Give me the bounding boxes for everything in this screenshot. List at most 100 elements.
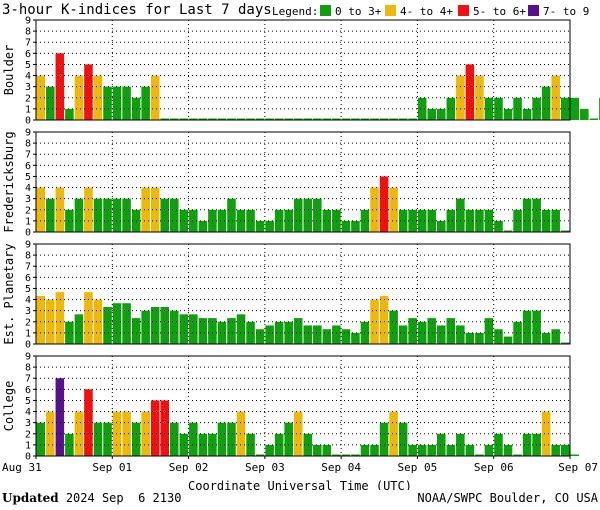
k-index-bar <box>36 295 46 344</box>
k-index-bar <box>417 209 427 232</box>
k-index-bar <box>160 118 169 120</box>
k-index-bar <box>93 299 103 344</box>
k-index-bar <box>131 422 141 456</box>
k-index-bar <box>189 422 198 456</box>
k-index-bar <box>55 187 65 232</box>
k-index-bar <box>475 454 484 456</box>
k-index-bar <box>198 318 208 344</box>
k-index-bar <box>332 118 341 120</box>
k-index-bar <box>198 118 208 120</box>
x-tick-label: Sep 07 <box>558 461 598 474</box>
k-index-bar <box>341 220 351 232</box>
y-tick-label: 9 <box>25 128 31 139</box>
k-index-bar <box>265 325 274 344</box>
panel-name: Boulder <box>2 45 16 96</box>
k-index-bar <box>293 318 303 344</box>
k-index-bar <box>351 220 360 232</box>
y-tick-label: 6 <box>25 273 31 284</box>
k-index-bar <box>65 108 74 120</box>
x-axis: Aug 31 Sep 01 Sep 02 Sep 03 Sep 04 Sep 05 Sep … <box>2 456 598 474</box>
k-index-bar <box>465 209 475 232</box>
k-index-bar <box>55 53 65 120</box>
bar-series <box>36 292 570 344</box>
k-index-bar <box>389 411 398 456</box>
k-index-bar <box>313 118 322 120</box>
k-index-bar <box>456 198 465 232</box>
k-index-bar <box>46 411 55 456</box>
k-index-bar <box>112 198 122 232</box>
grid <box>36 20 570 120</box>
x-tick-label: Aug 31 <box>2 461 42 474</box>
k-index-bar <box>427 108 436 120</box>
k-index-bar <box>274 321 284 344</box>
k-index-bar <box>503 336 513 344</box>
k-index-bar <box>46 299 55 344</box>
k-index-bar <box>141 86 150 120</box>
k-index-bar <box>570 454 580 456</box>
k-index-bar <box>494 220 503 232</box>
k-index-bar <box>274 118 284 120</box>
k-index-bar <box>465 332 475 344</box>
k-index-bar <box>475 209 484 232</box>
k-index-bar <box>360 118 370 120</box>
k-index-bar <box>160 198 169 232</box>
k-index-bar <box>217 209 227 232</box>
k-index-bar <box>322 209 332 232</box>
k-index-bar <box>103 86 112 120</box>
k-index-bar <box>589 118 599 120</box>
y-tick-label: 7 <box>25 38 31 49</box>
y-tick-label: 6 <box>25 49 31 60</box>
k-index-bar <box>408 318 417 344</box>
k-index-bar <box>170 422 179 456</box>
k-index-bar <box>208 118 217 120</box>
k-index-bar <box>65 433 74 456</box>
chart-title: 3-hour K-indices for Last 7 days <box>2 2 272 18</box>
k-index-bar <box>494 329 503 344</box>
k-index-bar <box>351 332 360 344</box>
y-tick-label: 6 <box>25 161 31 172</box>
k-index-bar <box>494 97 503 120</box>
k-index-bar <box>389 310 398 344</box>
panel-name: College <box>2 381 16 432</box>
k-index-bar <box>532 198 541 232</box>
k-index-bar <box>255 220 265 232</box>
k-index-bar <box>303 325 313 344</box>
y-tick-label: 2 <box>25 429 31 440</box>
k-index-bar <box>255 118 265 120</box>
k-index-bar <box>313 198 322 232</box>
k-index-bar <box>74 75 84 120</box>
k-index-bar <box>65 321 74 344</box>
legend-entry: 4- to 4+ <box>400 5 453 18</box>
k-index-bar <box>112 86 122 120</box>
x-axis-label: Coordinate Universal Time (UTC) <box>188 479 412 490</box>
updated-stamp: Updated 2024 Sep 6 2130 <box>2 491 181 505</box>
k-index-bar <box>513 209 522 232</box>
k-index-bar <box>332 454 341 456</box>
y-tick-label: 3 <box>25 82 31 93</box>
k-index-bar <box>465 444 475 456</box>
k-index-bar <box>236 118 246 120</box>
k-index-bar <box>198 220 208 232</box>
k-index-bar <box>370 299 379 344</box>
k-index-bar <box>170 118 179 120</box>
footer: Updated 2024 Sep 6 2130 NOAA/SWPC Boulde… <box>0 490 600 508</box>
k-index-bar <box>227 318 236 344</box>
k-index-bar <box>198 433 208 456</box>
k-index-bar <box>522 108 532 120</box>
k-index-bar <box>150 75 160 120</box>
k-index-bar <box>503 230 513 232</box>
k-index-bar <box>255 454 265 456</box>
k-index-bar <box>437 433 446 456</box>
grid <box>36 356 570 456</box>
k-index-bar <box>93 198 103 232</box>
k-index-bar <box>122 198 131 232</box>
y-tick-label: 3 <box>25 194 31 205</box>
k-index-bar <box>551 209 560 232</box>
k-index-bar <box>560 230 570 232</box>
k-index-bar <box>170 310 179 344</box>
y-tick-label: 7 <box>25 262 31 273</box>
x-tick-label: Sep 02 <box>169 461 209 474</box>
k-index-bar <box>255 329 265 344</box>
